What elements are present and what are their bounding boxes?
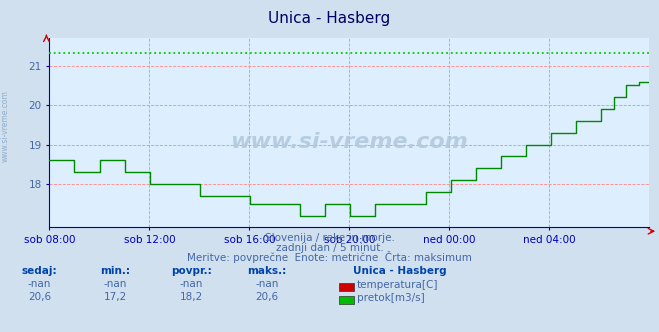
Text: Unica - Hasberg: Unica - Hasberg	[268, 11, 391, 26]
Text: min.:: min.:	[100, 266, 130, 276]
Text: temperatura[C]: temperatura[C]	[357, 280, 439, 290]
Text: -nan: -nan	[103, 279, 127, 289]
Text: 20,6: 20,6	[255, 292, 279, 302]
Text: Slovenija / reke in morje.: Slovenija / reke in morje.	[264, 233, 395, 243]
Text: zadnji dan / 5 minut.: zadnji dan / 5 minut.	[275, 243, 384, 253]
Text: 18,2: 18,2	[179, 292, 203, 302]
Text: Unica - Hasberg: Unica - Hasberg	[353, 266, 446, 276]
Text: -nan: -nan	[179, 279, 203, 289]
Text: pretok[m3/s]: pretok[m3/s]	[357, 293, 425, 303]
Text: 17,2: 17,2	[103, 292, 127, 302]
Text: -nan: -nan	[28, 279, 51, 289]
Text: maks.:: maks.:	[247, 266, 287, 276]
Text: Meritve: povprečne  Enote: metrične  Črta: maksimum: Meritve: povprečne Enote: metrične Črta:…	[187, 251, 472, 263]
Text: -nan: -nan	[255, 279, 279, 289]
Text: sedaj:: sedaj:	[22, 266, 57, 276]
Text: 20,6: 20,6	[28, 292, 51, 302]
Text: www.si-vreme.com: www.si-vreme.com	[231, 132, 468, 152]
Text: povpr.:: povpr.:	[171, 266, 212, 276]
Text: www.si-vreme.com: www.si-vreme.com	[1, 90, 10, 162]
